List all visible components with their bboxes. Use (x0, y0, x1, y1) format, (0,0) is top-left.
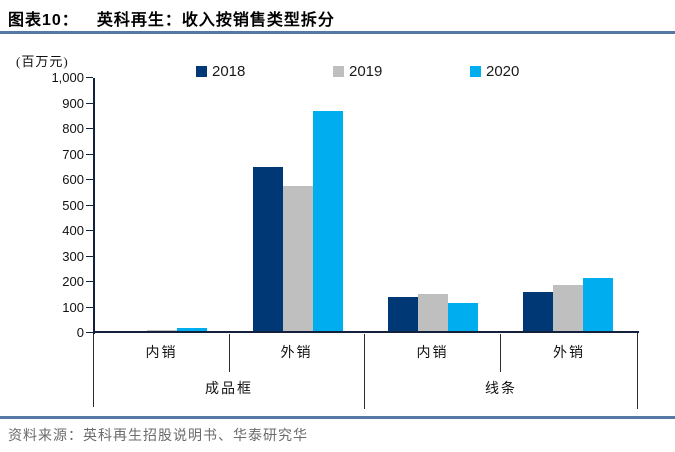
bar-2020-线条-外销 (583, 278, 613, 333)
bar-2019-成品框-外销 (283, 186, 313, 333)
y-axis-line (93, 78, 95, 334)
footer-divider (0, 416, 675, 419)
legend-label-2020: 2020 (486, 62, 520, 80)
bar-2018-线条-外销 (523, 292, 553, 333)
y-axis-tick-label: 0 (76, 325, 84, 340)
cat-table-sep-inner-1 (229, 334, 230, 372)
legend-label-2018: 2018 (212, 62, 246, 80)
cat-table-left-border (93, 334, 94, 407)
title-divider (0, 31, 675, 34)
y-axis-tick-label: 900 (62, 96, 84, 111)
legend-swatch-2019 (333, 65, 344, 77)
y-axis-tick-label: 800 (62, 121, 84, 136)
cat-group-label-xiantiao: 线条 (485, 382, 517, 397)
y-axis-tick (86, 281, 93, 282)
y-axis-tick (86, 103, 93, 104)
y-axis-tick-label: 700 (62, 147, 84, 162)
cat-group-label-chengpinkuang: 成品框 (205, 382, 253, 397)
bar-2019-线条-外销 (553, 285, 583, 333)
legend-label-2019: 2019 (349, 62, 383, 80)
y-axis-tick (86, 205, 93, 206)
y-axis-tick-label: 400 (62, 223, 84, 238)
y-axis-tick (86, 154, 93, 155)
y-axis-tick (86, 230, 93, 231)
bar-2020-成品框-外销 (313, 111, 343, 333)
cat-label-chengpinkuang-neixiao: 内销 (145, 346, 178, 361)
x-axis-line (93, 331, 639, 333)
y-axis-tick (86, 128, 93, 129)
legend-item-2020: 2020 (470, 62, 519, 80)
y-axis-tick (86, 256, 93, 257)
cat-table-sep-inner-2 (500, 334, 501, 372)
figure-number: 图表10： (8, 12, 79, 29)
cat-label-xiantiao-waixiao: 外销 (553, 346, 585, 361)
legend-swatch-2018 (196, 65, 207, 77)
y-axis-tick-label: 100 (62, 300, 84, 315)
y-axis-tick-label: 300 (62, 249, 84, 264)
y-axis-tick (86, 332, 93, 333)
bar-2020-线条-内销 (448, 303, 478, 333)
cat-table-right-border (637, 333, 638, 409)
bar-2018-成品框-外销 (253, 167, 283, 333)
y-axis-tick-label: 200 (62, 274, 84, 289)
y-axis-tick (86, 307, 93, 308)
cat-label-chengpinkuang-waixiao: 外销 (280, 346, 313, 361)
y-axis-tick (86, 77, 93, 78)
cat-table-sep-group (364, 334, 365, 409)
figure-title-text: 英科再生：收入按销售类型拆分 (96, 12, 335, 29)
legend-item-2019: 2019 (333, 62, 382, 80)
y-axis-tick-label: 500 (62, 198, 84, 213)
y-axis-unit-label: (百万元) (16, 54, 69, 69)
bar-2018-线条-内销 (388, 297, 418, 333)
bar-2019-线条-内销 (418, 294, 448, 333)
plot-area (94, 78, 638, 333)
legend-swatch-2020 (470, 65, 481, 77)
legend-item-2018: 2018 (196, 62, 245, 80)
figure-title: 图表10： 英科再生：收入按销售类型拆分 (8, 6, 335, 30)
cat-label-xiantiao-neixiao: 内销 (416, 346, 449, 361)
source-note: 资料来源：英科再生招股说明书、华泰研究华 (8, 429, 308, 444)
y-axis-tick-label: 600 (62, 172, 84, 187)
bar-2020-成品框-内销 (177, 328, 207, 333)
y-axis-tick-label: 1,000 (51, 70, 84, 85)
y-axis-tick (86, 179, 93, 180)
